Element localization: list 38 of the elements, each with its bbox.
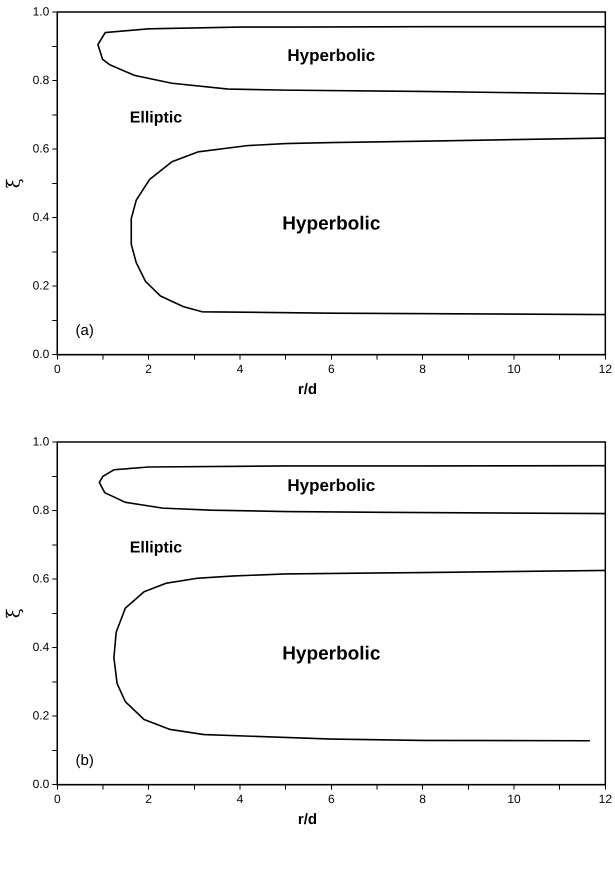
- annotation: Hyperbolic: [282, 644, 381, 665]
- x-tick-label: 6: [328, 792, 335, 806]
- y-tick-label: 0.0: [32, 776, 50, 791]
- annotation: (b): [76, 752, 94, 769]
- y-tick-label: 0.6: [32, 571, 50, 586]
- y-tick-label: 0.0: [32, 346, 50, 361]
- annotation: Hyperbolic: [287, 46, 376, 66]
- x-tick-label: 10: [507, 792, 521, 806]
- x-tick-label: 10: [507, 362, 521, 376]
- y-tick-label: 1.0: [32, 434, 50, 448]
- x-tick-label: 0: [54, 362, 61, 376]
- x-tick-label: 12: [598, 792, 612, 806]
- x-axis-title: r/d: [296, 381, 318, 398]
- y-tick-label: 1.0: [32, 4, 50, 18]
- y-tick-label: 0.2: [32, 278, 50, 292]
- annotation: Elliptic: [130, 110, 182, 127]
- y-tick-label: 0.8: [32, 72, 50, 87]
- y-axis-title: ξ: [3, 608, 24, 618]
- y-tick-label: 0.8: [32, 502, 50, 517]
- x-tick-label: 0: [54, 792, 61, 806]
- x-tick-label: 6: [328, 362, 335, 376]
- x-tick-label: 4: [236, 792, 244, 806]
- y-tick-label: 0.4: [32, 640, 50, 654]
- y-tick-label: 0.2: [32, 708, 50, 722]
- x-tick-label: 4: [236, 362, 244, 376]
- annotation: Hyperbolic: [282, 214, 381, 235]
- annotation: (a): [76, 322, 94, 339]
- y-tick-label: 0.6: [32, 141, 50, 156]
- annotation: Elliptic: [130, 540, 182, 557]
- x-tick-label: 2: [145, 362, 152, 376]
- x-tick-label: 12: [598, 362, 612, 376]
- x-axis-title: r/d: [296, 811, 318, 828]
- x-tick-label: 8: [419, 792, 426, 806]
- y-axis-title: ξ: [3, 178, 24, 188]
- y-tick-label: 0.4: [32, 210, 50, 224]
- annotation: Hyperbolic: [287, 476, 376, 496]
- x-tick-label: 8: [419, 362, 426, 376]
- x-tick-label: 2: [145, 792, 152, 806]
